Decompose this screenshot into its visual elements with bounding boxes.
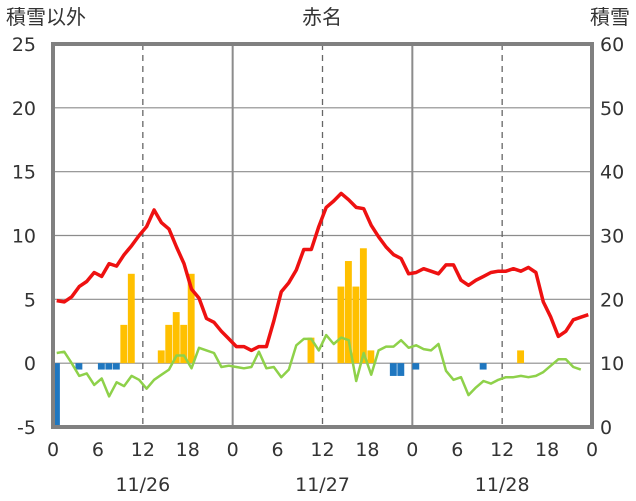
sunshine-bar-15 xyxy=(165,324,173,364)
x-tick-label-0: 0 xyxy=(47,439,59,461)
grid-lines xyxy=(53,44,592,427)
x-tick-label-12: 0 xyxy=(586,439,598,461)
sunshine-bar-10 xyxy=(127,273,135,364)
left-tick-label-1: 20 xyxy=(12,98,36,120)
right-axis-ticks: 60 50 40 30 20 10 0 xyxy=(600,34,624,439)
x-tick-label-9: 6 xyxy=(451,439,463,461)
left-tick-label-3: 10 xyxy=(12,226,36,248)
precipitation-bar-7 xyxy=(105,363,113,370)
precipitation-bar-6 xyxy=(97,363,105,370)
right-tick-label-0: 60 xyxy=(600,34,624,56)
x-tick-label-3: 18 xyxy=(176,439,200,461)
bar-series xyxy=(53,248,525,427)
precipitation-bar-0 xyxy=(53,363,60,427)
x-tick-label-5: 6 xyxy=(272,439,284,461)
sunshine-bar-39 xyxy=(344,261,352,364)
right-tick-label-2: 40 xyxy=(600,162,624,184)
precipitation-bar-8 xyxy=(112,363,120,370)
sunshine-bar-40 xyxy=(352,286,360,364)
precipitation-bar-45 xyxy=(389,363,397,376)
precipitation-bar-46 xyxy=(397,363,405,376)
sunshine-bar-14 xyxy=(157,350,165,364)
sunshine-bar-41 xyxy=(359,248,367,364)
x-tick-label-10: 12 xyxy=(490,439,514,461)
temperature-line xyxy=(56,191,589,353)
sunshine-bar-62 xyxy=(517,350,525,364)
left-tick-label-2: 15 xyxy=(12,162,36,184)
x-tick-label-4: 0 xyxy=(227,439,239,461)
date-label-1: 11/27 xyxy=(295,474,350,496)
x-axis-ticks: 0 6 12 18 0 6 12 18 0 6 12 18 0 xyxy=(47,439,598,461)
left-axis-label: 積雪以外 xyxy=(6,5,86,29)
left-tick-label-5: 0 xyxy=(24,353,36,375)
right-tick-label-1: 50 xyxy=(600,98,624,120)
left-tick-label-4: 5 xyxy=(24,289,36,311)
sunshine-bar-17 xyxy=(180,324,188,364)
plot-frame xyxy=(51,42,594,429)
wind-line xyxy=(56,333,582,398)
right-tick-label-6: 0 xyxy=(600,417,612,439)
x-tick-label-8: 0 xyxy=(406,439,418,461)
date-label-2: 11/28 xyxy=(475,474,530,496)
x-tick-label-11: 18 xyxy=(535,439,559,461)
sunshine-bar-34 xyxy=(307,337,315,364)
precipitation-bar-57 xyxy=(479,363,487,370)
sunshine-bar-38 xyxy=(337,286,345,364)
x-tick-label-6: 12 xyxy=(310,439,334,461)
left-tick-label-6: -5 xyxy=(17,417,36,439)
sunshine-bar-42 xyxy=(367,350,375,364)
right-tick-label-4: 20 xyxy=(600,289,624,311)
x-tick-label-1: 6 xyxy=(92,439,104,461)
x-tick-label-7: 18 xyxy=(355,439,379,461)
precipitation-bar-3 xyxy=(75,363,83,370)
left-tick-label-0: 25 xyxy=(12,34,36,56)
sunshine-bar-18 xyxy=(187,273,195,364)
chart-title: 赤名 xyxy=(302,5,342,29)
left-axis-ticks: 25 20 15 10 5 0 -5 xyxy=(12,34,36,439)
sunshine-bar-16 xyxy=(172,312,180,364)
right-axis-label: 積雪 xyxy=(590,5,630,29)
right-tick-label-3: 30 xyxy=(600,226,624,248)
date-label-0: 11/26 xyxy=(115,474,170,496)
date-labels: 11/26 11/27 11/28 xyxy=(115,474,529,496)
precipitation-bar-48 xyxy=(412,363,420,370)
x-tick-label-2: 12 xyxy=(131,439,155,461)
sunshine-bar-9 xyxy=(120,324,128,364)
right-tick-label-5: 10 xyxy=(600,353,624,375)
